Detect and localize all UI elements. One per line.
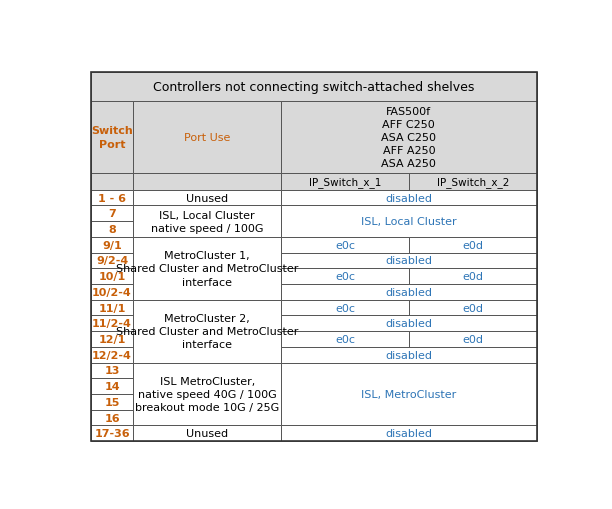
Bar xyxy=(281,253,537,269)
Bar xyxy=(91,285,133,300)
Text: 11/1: 11/1 xyxy=(99,303,125,313)
Text: disabled: disabled xyxy=(386,429,432,438)
Bar xyxy=(281,190,537,206)
Bar xyxy=(91,206,133,222)
Text: 15: 15 xyxy=(104,397,120,407)
Text: 12/1: 12/1 xyxy=(99,334,125,345)
Text: e0c: e0c xyxy=(335,334,355,345)
Bar xyxy=(91,73,537,102)
Bar xyxy=(133,190,281,206)
Bar xyxy=(409,331,537,347)
Bar xyxy=(91,316,133,331)
Text: Switch
Port: Switch Port xyxy=(91,126,133,150)
Bar xyxy=(281,174,409,190)
Bar xyxy=(281,347,537,363)
Text: 8: 8 xyxy=(108,224,116,235)
Bar xyxy=(133,102,281,174)
Bar xyxy=(281,426,537,441)
Text: MetroCluster 2,
Shared Cluster and MetroCluster
interface: MetroCluster 2, Shared Cluster and Metro… xyxy=(116,314,299,350)
Bar xyxy=(91,253,133,269)
Text: 12/2-4: 12/2-4 xyxy=(92,350,132,360)
Bar xyxy=(133,237,281,300)
Text: Port Use: Port Use xyxy=(184,133,230,143)
Text: 17-36: 17-36 xyxy=(94,429,130,438)
Text: 16: 16 xyxy=(104,413,120,423)
Bar xyxy=(91,426,133,441)
Text: Controllers not connecting switch-attached shelves: Controllers not connecting switch-attach… xyxy=(153,81,474,94)
Bar xyxy=(91,363,133,379)
Bar xyxy=(91,347,133,363)
Text: disabled: disabled xyxy=(386,287,432,297)
Bar xyxy=(91,300,133,316)
Text: 13: 13 xyxy=(104,365,120,376)
Bar xyxy=(133,300,281,363)
Text: 1 - 6: 1 - 6 xyxy=(98,193,126,203)
Bar xyxy=(281,269,409,285)
Bar xyxy=(91,331,133,347)
Text: disabled: disabled xyxy=(386,319,432,329)
Bar xyxy=(133,174,281,190)
Text: IP_Switch_x_2: IP_Switch_x_2 xyxy=(436,177,509,188)
Bar xyxy=(281,237,409,253)
Bar xyxy=(133,426,281,441)
Text: 7: 7 xyxy=(108,209,116,219)
Text: 9/2-4: 9/2-4 xyxy=(96,256,128,266)
Bar xyxy=(91,174,133,190)
Text: ISL, Local Cluster
native speed / 100G: ISL, Local Cluster native speed / 100G xyxy=(151,210,264,233)
Text: IP_Switch_x_1: IP_Switch_x_1 xyxy=(309,177,381,188)
Bar xyxy=(281,363,537,426)
Text: disabled: disabled xyxy=(386,350,432,360)
Bar xyxy=(281,300,409,316)
Bar xyxy=(281,285,537,300)
Text: e0d: e0d xyxy=(462,334,483,345)
Text: 9/1: 9/1 xyxy=(102,240,122,250)
Bar xyxy=(91,222,133,237)
Text: Unused: Unused xyxy=(186,429,228,438)
Bar xyxy=(91,190,133,206)
Text: disabled: disabled xyxy=(386,256,432,266)
Text: e0c: e0c xyxy=(335,272,355,281)
Bar xyxy=(91,410,133,426)
Text: FAS500f
AFF C250
ASA C250
AFF A250
ASA A250: FAS500f AFF C250 ASA C250 AFF A250 ASA A… xyxy=(381,106,436,169)
Text: ISL, MetroCluster: ISL, MetroCluster xyxy=(361,389,457,399)
Bar xyxy=(281,206,537,237)
Text: 14: 14 xyxy=(104,381,120,391)
Bar xyxy=(91,102,133,174)
Bar xyxy=(281,331,409,347)
Bar xyxy=(409,237,537,253)
Bar xyxy=(133,206,281,237)
Bar xyxy=(91,269,133,285)
Text: MetroCluster 1,
Shared Cluster and MetroCluster
interface: MetroCluster 1, Shared Cluster and Metro… xyxy=(116,250,299,287)
Text: e0d: e0d xyxy=(462,272,483,281)
Bar xyxy=(281,316,537,331)
Text: e0c: e0c xyxy=(335,303,355,313)
Bar xyxy=(281,102,537,174)
Text: 11/2-4: 11/2-4 xyxy=(92,319,132,329)
Bar xyxy=(91,379,133,394)
Bar xyxy=(133,363,281,426)
Bar xyxy=(91,237,133,253)
Bar xyxy=(91,394,133,410)
Bar xyxy=(409,269,537,285)
Bar xyxy=(409,174,537,190)
Text: 10/2-4: 10/2-4 xyxy=(92,287,132,297)
Bar xyxy=(409,300,537,316)
Text: 10/1: 10/1 xyxy=(99,272,125,281)
Text: e0d: e0d xyxy=(462,240,483,250)
Text: Unused: Unused xyxy=(186,193,228,203)
Text: e0d: e0d xyxy=(462,303,483,313)
Text: disabled: disabled xyxy=(386,193,432,203)
Text: ISL MetroCluster,
native speed 40G / 100G
breakout mode 10G / 25G: ISL MetroCluster, native speed 40G / 100… xyxy=(135,376,279,412)
Text: e0c: e0c xyxy=(335,240,355,250)
Text: ISL, Local Cluster: ISL, Local Cluster xyxy=(361,217,457,227)
